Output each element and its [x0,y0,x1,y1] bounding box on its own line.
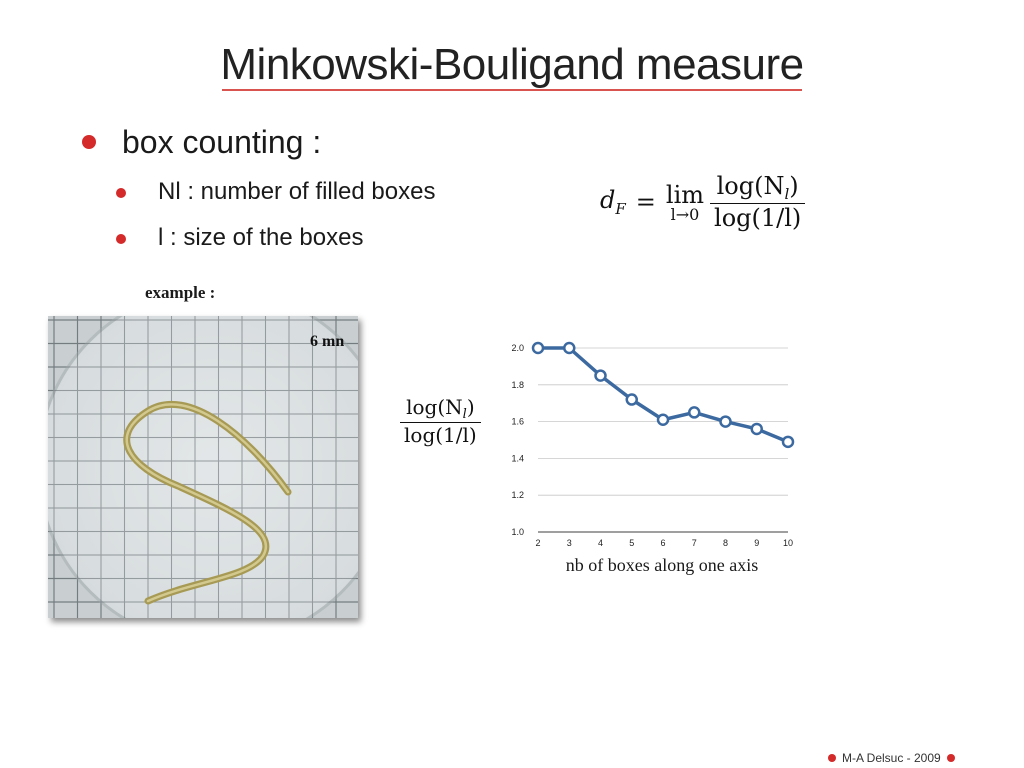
chart-data-point [688,406,701,419]
chart-x-tick-label: 10 [783,538,793,548]
slide-title: Minkowski-Bouligand measure [220,40,804,89]
chart-y-tick-label: 1.0 [511,527,524,537]
chart-data-point [656,413,670,427]
chart-y-tick-label: 1.4 [511,453,524,463]
chart-y-tick-label: 1.6 [511,417,524,427]
fractal-dimension-formula: dF = lim l→0 log(Nl) log(1/l) [600,172,806,232]
chart-x-tick-label: 7 [692,538,697,548]
bullet-dot-main [82,135,96,149]
footer-author: M-A Delsuc - 2009 [842,751,941,765]
bullet-dot-sub2 [116,234,126,244]
chart-data-point [781,435,795,449]
chart-data-point [563,341,576,355]
formula-numerator: log(Nl) [716,172,799,203]
chart-y-tick-label: 1.2 [511,490,524,500]
footer-dot-right [946,754,955,762]
chart-data-point [719,415,732,428]
footer: M-A Delsuc - 2009 [828,751,955,765]
box-counting-chart: 1.0 1.2 1.4 1.6 1.8 2.0 2 3 4 5 6 7 8 9 10 [511,341,795,548]
bullet-sub2: l : size of the boxes [158,224,364,251]
footer-dot-left [828,754,836,762]
chart-data-point [750,422,763,436]
chart-x-tick-label: 6 [660,538,665,548]
formula-equals: = [635,188,656,216]
bullet-dot-sub1 [116,188,126,198]
chart-data-point [625,393,638,406]
formula-fraction: log(Nl) log(1/l) [710,172,806,232]
chart-x-tick-label: 9 [754,538,759,548]
formula-lhs: dF [600,186,626,218]
petri-dish-photo: 6 mn [48,316,358,618]
chart-data-point [594,369,607,382]
formula-limit: lim l→0 [665,180,705,224]
title-underline [222,89,802,91]
chart-x-tick-label: 2 [535,538,540,548]
chart-y-label: log(Nl) log(1/l) [400,395,481,447]
chart-x-tick-label: 3 [567,538,572,548]
formula-denominator: log(1/l) [710,203,806,232]
photo-time-label: 6 mn [310,333,344,350]
chart-x-tick-label: 5 [629,538,634,548]
bullet-sub1: Nl : number of filled boxes [158,178,436,205]
example-label: example : [145,283,216,302]
chart-x-tick-label: 8 [723,538,728,548]
chart-y-tick-label: 2.0 [511,343,524,353]
chart-x-label: nb of boxes along one axis [565,555,759,575]
chart-y-tick-label: 1.8 [511,380,524,390]
chart-series-line [538,346,789,444]
chart-x-tick-label: 4 [598,538,603,548]
bullet-main: box counting : [122,124,322,160]
chart-data-point [531,341,545,355]
